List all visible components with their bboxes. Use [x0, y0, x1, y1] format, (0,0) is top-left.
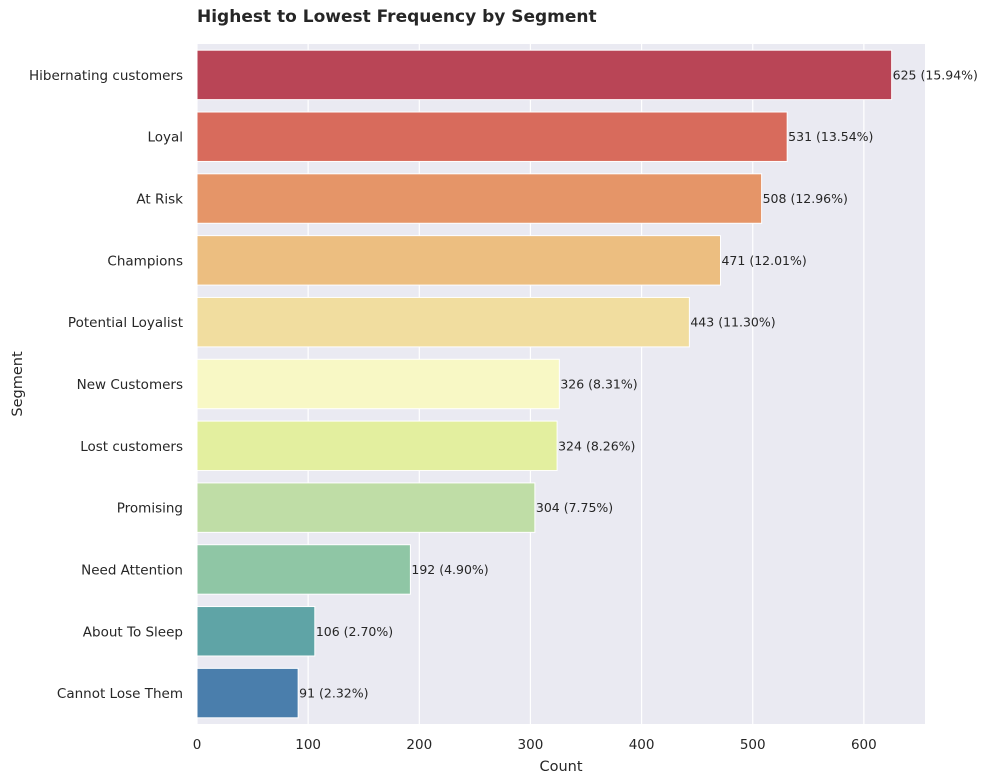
bar [196, 544, 411, 595]
y-tick-label: Potential Loyalist [68, 315, 183, 331]
y-tick-label: Lost customers [80, 439, 183, 455]
bar [196, 667, 299, 719]
data-label: 304 (7.75%) [536, 500, 613, 515]
bar [196, 420, 558, 472]
x-tick-label: 300 [518, 737, 544, 753]
x-tick-label: 500 [740, 737, 766, 753]
data-label: 326 (8.31%) [560, 377, 637, 392]
x-axis-title: Count [539, 759, 582, 775]
data-label: 508 (12.96%) [763, 191, 848, 206]
y-tick-label: About To Sleep [83, 624, 183, 640]
y-tick-label: At Risk [136, 192, 183, 208]
bar [196, 296, 690, 348]
bar [196, 173, 763, 224]
data-label: 106 (2.70%) [316, 624, 393, 639]
data-label: 91 (2.32%) [299, 686, 368, 701]
data-label: 443 (11.30%) [690, 315, 775, 330]
bar [196, 235, 721, 286]
y-tick-label: Need Attention [81, 562, 183, 578]
bar [196, 606, 316, 657]
y-tick-label: Promising [117, 501, 183, 517]
data-label: 324 (8.26%) [558, 438, 635, 453]
bar [196, 358, 560, 410]
data-label: 471 (12.01%) [721, 253, 806, 268]
y-tick-label: Loyal [147, 130, 183, 146]
x-tick-label: 400 [629, 737, 655, 753]
y-tick-label: Hibernating customers [29, 68, 183, 84]
data-label: 192 (4.90%) [411, 562, 488, 577]
y-tick-label: New Customers [77, 377, 183, 393]
y-tick-label: Champions [107, 253, 183, 269]
bar [196, 49, 893, 101]
x-tick-label: 200 [406, 737, 432, 753]
x-tick-label: 100 [295, 737, 321, 753]
x-tick-label: 0 [193, 737, 202, 753]
data-label: 625 (15.94%) [893, 67, 978, 82]
chart-title: Highest to Lowest Frequency by Segment [197, 7, 597, 27]
bar [196, 482, 536, 533]
y-tick-label: Cannot Lose Them [57, 686, 183, 702]
x-tick-label: 600 [851, 737, 877, 753]
bar [196, 111, 788, 162]
data-label: 531 (13.54%) [788, 129, 873, 144]
y-axis-title: Segment [10, 351, 26, 417]
